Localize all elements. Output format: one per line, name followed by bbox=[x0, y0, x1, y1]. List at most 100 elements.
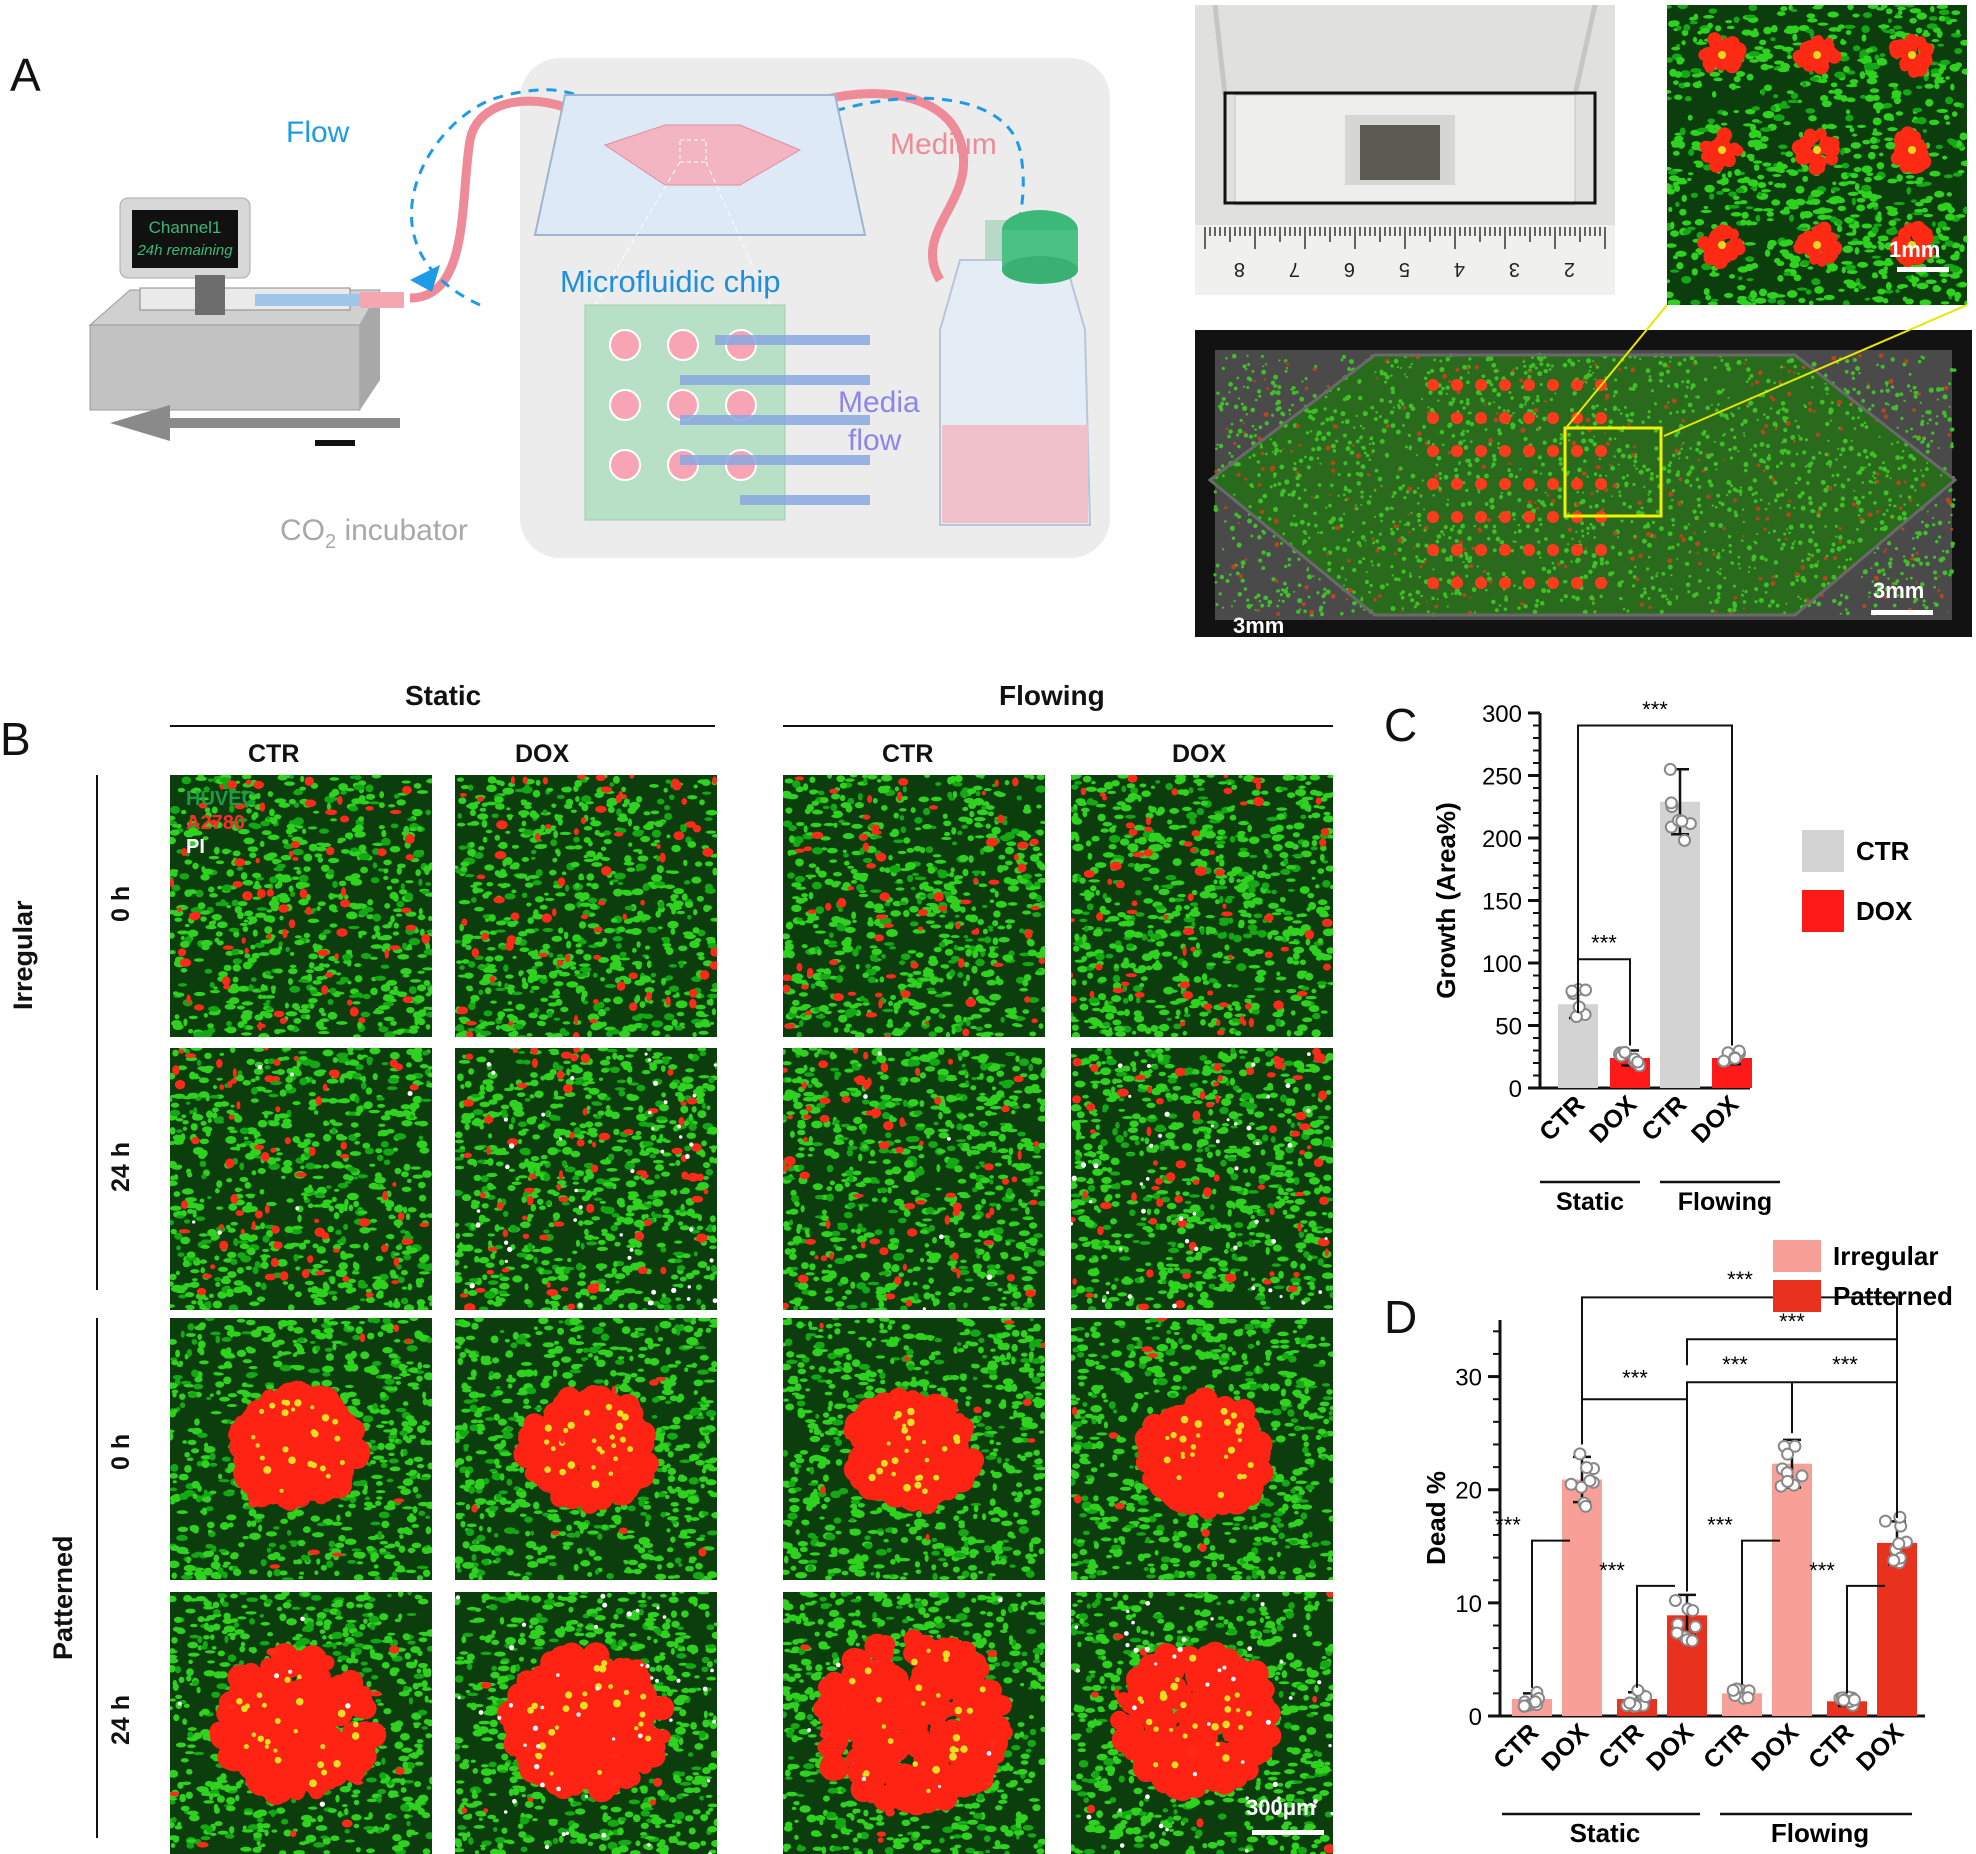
pump-screen-line-1: Channel1 bbox=[149, 218, 222, 237]
group-label: Flowing bbox=[1771, 1818, 1869, 1848]
legend-label: CTR bbox=[1856, 836, 1910, 866]
ruler-number: 7 bbox=[1289, 258, 1300, 280]
row-group-patterned: Patterned bbox=[48, 1420, 79, 1660]
legend-label: DOX bbox=[1856, 896, 1913, 926]
column-label-flowing-ctr: CTR bbox=[882, 740, 933, 769]
chip-overview-image: 3mm 3mm bbox=[1195, 330, 1972, 637]
y-tick-label: 300 bbox=[1482, 701, 1522, 728]
row-rule-patterned bbox=[96, 1318, 98, 1838]
incubator-label: CO2 incubator bbox=[280, 514, 468, 553]
x-tick-label: CTR bbox=[1488, 1718, 1544, 1774]
ruler-number: 6 bbox=[1344, 258, 1355, 280]
y-tick-label: 30 bbox=[1455, 1365, 1482, 1392]
scale-bar-3mm bbox=[1871, 610, 1933, 615]
x-tick-label: DOX bbox=[1536, 1718, 1594, 1776]
overview-spot bbox=[1427, 412, 1439, 424]
data-point bbox=[1566, 986, 1577, 997]
pump-screen-line-2: 24h remaining bbox=[136, 242, 233, 259]
overview-spot bbox=[1427, 544, 1439, 556]
media-flow-label-2: flow bbox=[848, 424, 902, 457]
overview-spot bbox=[1499, 478, 1511, 490]
overview-spot bbox=[1475, 511, 1487, 523]
micrograph-irregular-0h-static-dox bbox=[455, 775, 717, 1037]
overview-spot bbox=[1451, 577, 1463, 589]
scale-label-3mm-left: 3mm bbox=[1233, 613, 1284, 637]
chip-label: Microfluidic chip bbox=[560, 264, 781, 299]
data-point bbox=[1574, 1001, 1585, 1012]
y-tick-label: 20 bbox=[1455, 1478, 1482, 1505]
sig-bracket bbox=[1578, 726, 1732, 1046]
x-tick-label: DOX bbox=[1851, 1718, 1909, 1776]
data-point bbox=[1728, 1685, 1739, 1696]
x-tick-label: DOX bbox=[1746, 1718, 1804, 1776]
x-tick-label: CTR bbox=[1636, 1090, 1692, 1146]
overview-spot bbox=[1427, 379, 1439, 391]
ruler-number: 2 bbox=[1564, 258, 1575, 280]
data-point bbox=[1782, 1476, 1793, 1487]
y-axis-title: Dead % bbox=[1421, 1471, 1451, 1565]
overview-spot bbox=[1595, 379, 1607, 391]
overview-spot bbox=[1523, 511, 1535, 523]
data-point bbox=[1624, 1697, 1635, 1708]
data-point bbox=[1838, 1695, 1849, 1706]
sig-label: *** bbox=[1495, 1513, 1521, 1538]
panel-label-b: B bbox=[0, 712, 31, 766]
overview-spot bbox=[1427, 478, 1439, 490]
overview-spot bbox=[1523, 445, 1535, 457]
overview-spot bbox=[1475, 544, 1487, 556]
micrograph-patterned-0h-flowing-dox bbox=[1071, 1318, 1333, 1580]
overview-spot bbox=[1595, 412, 1607, 424]
scale-label-1mm: 1mm bbox=[1889, 237, 1940, 263]
overview-spot bbox=[1547, 577, 1559, 589]
data-point bbox=[1742, 1692, 1753, 1703]
group-label: Static bbox=[1570, 1818, 1641, 1848]
data-point bbox=[1880, 1516, 1891, 1527]
legend-swatch bbox=[1802, 830, 1844, 872]
column-label-flowing-dox: DOX bbox=[1172, 740, 1226, 769]
bar bbox=[1772, 1464, 1812, 1716]
data-point bbox=[1690, 1621, 1701, 1632]
overview-spot bbox=[1499, 544, 1511, 556]
flow-label: Flow bbox=[286, 116, 350, 149]
overview-spot bbox=[1571, 478, 1583, 490]
column-label-static-ctr: CTR bbox=[248, 740, 299, 769]
ruler-number: 3 bbox=[1509, 258, 1520, 280]
legend-label: Patterned bbox=[1833, 1281, 1953, 1311]
y-tick-label: 250 bbox=[1482, 764, 1522, 791]
legend-swatch bbox=[1802, 890, 1844, 932]
bar bbox=[1877, 1543, 1917, 1716]
data-point bbox=[1670, 1595, 1681, 1606]
data-point bbox=[1574, 1448, 1585, 1459]
overview-spot bbox=[1475, 412, 1487, 424]
overview-spot bbox=[1523, 478, 1535, 490]
time-label-patterned-0h: 0 h bbox=[107, 1434, 136, 1470]
ruler-number: 5 bbox=[1399, 258, 1410, 280]
data-point bbox=[1665, 764, 1676, 775]
row-group-irregular: Irregular bbox=[8, 810, 39, 1010]
sig-bracket bbox=[1687, 1339, 1897, 1382]
micrograph-patterned-24h-static-ctr bbox=[170, 1592, 432, 1854]
data-point bbox=[1666, 797, 1677, 808]
data-point bbox=[1584, 1475, 1595, 1486]
overview-spot bbox=[1499, 577, 1511, 589]
x-tick-label: CTR bbox=[1534, 1090, 1590, 1146]
bar bbox=[1562, 1480, 1602, 1716]
overview-spot bbox=[1523, 577, 1535, 589]
x-tick-label: DOX bbox=[1686, 1090, 1744, 1148]
scale-bar-300um bbox=[1252, 1830, 1324, 1835]
data-point bbox=[1888, 1555, 1899, 1566]
data-point bbox=[1893, 1538, 1904, 1549]
overview-spot bbox=[1571, 577, 1583, 589]
time-label-irregular-0h: 0 h bbox=[107, 886, 136, 922]
overview-spot bbox=[1547, 412, 1559, 424]
micrograph-irregular-0h-flowing-ctr bbox=[783, 775, 1045, 1037]
row-rule-irregular bbox=[96, 775, 98, 1290]
overview-spot bbox=[1499, 379, 1511, 391]
data-point bbox=[1566, 1479, 1577, 1490]
sig-label: *** bbox=[1707, 1513, 1733, 1538]
overview-spot bbox=[1547, 478, 1559, 490]
overview-spot bbox=[1427, 445, 1439, 457]
sig-label: *** bbox=[1599, 1558, 1625, 1583]
overview-spot bbox=[1451, 511, 1463, 523]
